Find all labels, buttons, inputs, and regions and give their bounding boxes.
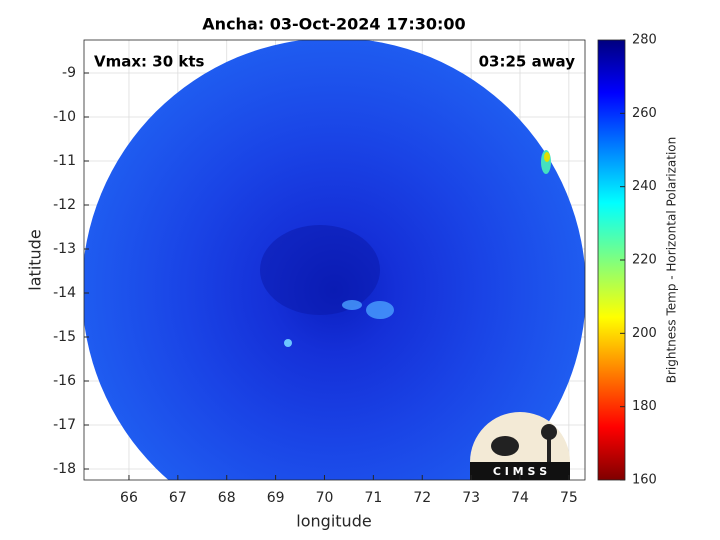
swath-image	[84, 40, 585, 480]
y-tick-label: -15	[53, 329, 76, 345]
y-tick-label: -17	[53, 417, 76, 433]
colorbar-tick-label: 200	[632, 326, 657, 341]
colorbar-tick-label: 280	[632, 33, 657, 48]
y-axis-label: latitude	[26, 229, 45, 290]
logo-band	[470, 462, 570, 480]
colorbar-tick-label: 240	[632, 179, 657, 194]
x-tick-label: 66	[120, 490, 138, 506]
plot-frame	[83, 39, 586, 481]
warm-spot	[284, 339, 292, 347]
colorbar-tick-label: 160	[632, 473, 657, 488]
logo-tower	[541, 424, 557, 440]
x-axis-label: longitude	[296, 512, 371, 531]
title: Ancha: 03-Oct-2024 17:30:00	[202, 15, 465, 34]
eye-region	[260, 225, 380, 315]
x-tick-label: 74	[511, 490, 529, 506]
logo-dish	[491, 436, 519, 456]
colorbar-label: Brightness Temp - Horizontal Polarizatio…	[665, 137, 679, 384]
vmax-annotation: Vmax: 30 kts	[94, 53, 204, 71]
x-tick-label: 73	[462, 490, 480, 506]
colorbar-tick-label: 180	[632, 399, 657, 414]
y-tick-label: -10	[53, 109, 76, 125]
y-tick-label: -11	[53, 153, 76, 169]
warm-spot	[366, 301, 394, 319]
x-tick-label: 75	[560, 490, 578, 506]
x-tick-label: 68	[218, 490, 236, 506]
eta-annotation: 03:25 away	[479, 53, 576, 71]
x-tick-label: 69	[267, 490, 285, 506]
colorbar-tick-label: 220	[632, 253, 657, 268]
y-tick-label: -12	[53, 197, 76, 213]
x-tick-label: 67	[169, 490, 187, 506]
x-tick-label: 71	[364, 490, 382, 506]
logo-text: C I M S S	[493, 465, 547, 478]
warm-spot	[342, 300, 362, 310]
logo-tower	[547, 438, 551, 462]
y-tick-label: -9	[62, 65, 76, 81]
x-tick-label: 72	[413, 490, 431, 506]
warm-spot	[544, 152, 550, 162]
colorbar-tick-label: 260	[632, 106, 657, 121]
y-tick-label: -14	[53, 285, 76, 301]
x-tick-label: 70	[316, 490, 334, 506]
y-tick-label: -16	[53, 373, 76, 389]
logo: C I M S S	[470, 412, 570, 480]
y-tick-label: -13	[53, 241, 76, 257]
y-tick-label: -18	[53, 461, 76, 477]
